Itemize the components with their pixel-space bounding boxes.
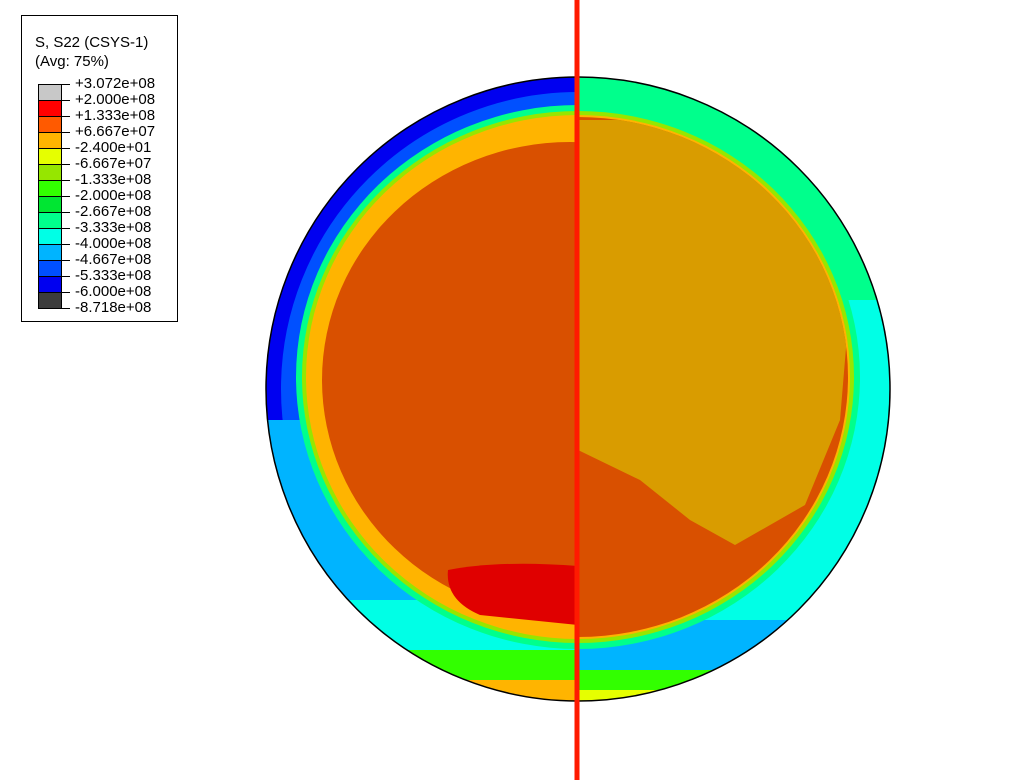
legend-tick bbox=[62, 116, 70, 117]
legend-tick bbox=[62, 100, 70, 101]
legend-label: +2.000e+08 bbox=[75, 91, 156, 108]
legend-label: -2.667e+08 bbox=[75, 203, 152, 220]
legend-label: -2.000e+08 bbox=[75, 187, 152, 204]
legend-swatch bbox=[38, 292, 62, 309]
legend-tick bbox=[62, 228, 70, 229]
legend-tick bbox=[62, 244, 70, 245]
legend-tick bbox=[62, 164, 70, 165]
legend-tick bbox=[62, 260, 70, 261]
legend-tick bbox=[62, 196, 70, 197]
legend-tick bbox=[62, 180, 70, 181]
legend-label: +1.333e+08 bbox=[75, 107, 156, 124]
legend-tick bbox=[62, 308, 70, 309]
legend-label: +6.667e+07 bbox=[75, 123, 156, 140]
legend-title: S, S22 (CSYS-1) bbox=[35, 34, 149, 51]
legend-tick bbox=[62, 276, 70, 277]
legend-label: +3.072e+08 bbox=[75, 75, 156, 92]
legend-tick bbox=[62, 292, 70, 293]
legend-label: -8.718e+08 bbox=[75, 299, 152, 316]
legend-label: -6.000e+08 bbox=[75, 283, 152, 300]
legend-label: -3.333e+08 bbox=[75, 219, 152, 236]
legend-tick bbox=[62, 84, 70, 85]
legend-label: -5.333e+08 bbox=[75, 267, 152, 284]
legend-label: -2.400e+01 bbox=[75, 139, 152, 156]
contour-legend: S, S22 (CSYS-1) (Avg: 75%) +3.072e+08 +2.… bbox=[21, 15, 178, 322]
legend-label: -4.667e+08 bbox=[75, 251, 152, 268]
legend-subtitle: (Avg: 75%) bbox=[35, 53, 109, 70]
legend-tick bbox=[62, 212, 70, 213]
legend-tick bbox=[62, 132, 70, 133]
legend-label: -6.667e+07 bbox=[75, 155, 152, 172]
legend-tick bbox=[62, 148, 70, 149]
legend-label: -4.000e+08 bbox=[75, 235, 152, 252]
legend-label: -1.333e+08 bbox=[75, 171, 152, 188]
